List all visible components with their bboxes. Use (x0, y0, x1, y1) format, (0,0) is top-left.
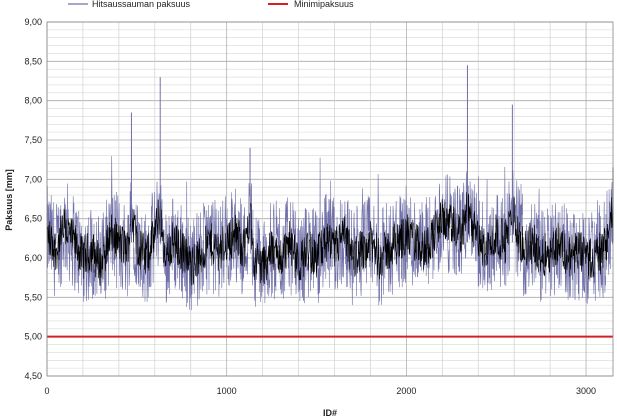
y-tick-label: 7,00 (24, 174, 42, 184)
x-tick-label: 2000 (396, 386, 416, 396)
y-tick-label: 4,50 (24, 371, 42, 381)
y-tick-label: 7,50 (24, 135, 42, 145)
y-tick-label: 8,50 (24, 56, 42, 66)
y-tick-label: 6,00 (24, 253, 42, 263)
x-axis-title: ID# (323, 408, 337, 418)
series-1-band (46, 156, 614, 311)
y-tick-label: 9,00 (24, 17, 42, 27)
legend: Hitsaussauman paksuus Minimipaksuus (68, 0, 354, 9)
axes (46, 21, 614, 377)
grid (46, 21, 613, 377)
y-tick-label: 6,50 (24, 214, 42, 224)
x-tick-labels: 0 1000 2000 3000 (44, 386, 596, 396)
x-tick-label: 0 (44, 386, 49, 396)
y-axis-title: Paksuus [mm] (4, 169, 14, 231)
legend-label-series-2: Minimipaksuus (294, 0, 354, 9)
y-tick-label: 8,00 (24, 96, 42, 106)
x-tick-label: 3000 (576, 386, 596, 396)
plot-frame (46, 21, 614, 377)
y-tick-label: 5,00 (24, 332, 42, 342)
x-tick-label: 1000 (217, 386, 237, 396)
series-1-mean-trace (46, 192, 614, 286)
y-tick-labels: 4,50 5,00 5,50 6,00 6,50 7,00 7,50 8,00 8,50 9,00 (24, 17, 42, 381)
y-tick-label: 5,50 (24, 292, 42, 302)
legend-label-series-1: Hitsaussauman paksuus (92, 0, 191, 9)
